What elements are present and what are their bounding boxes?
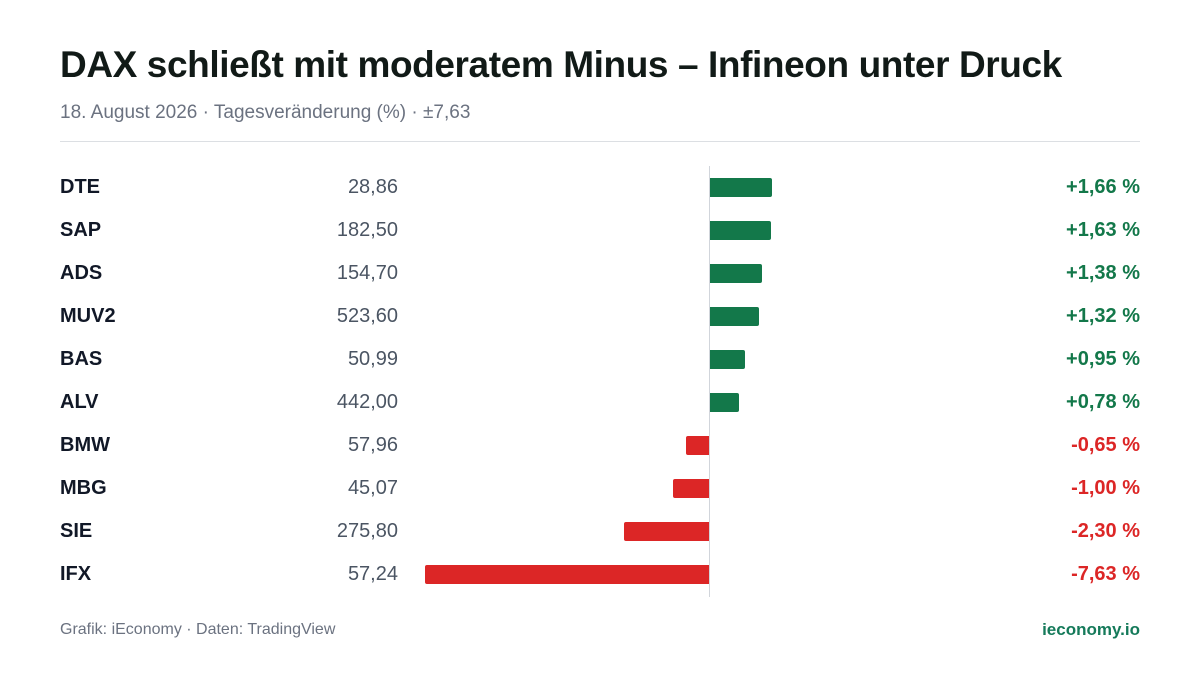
change-bar xyxy=(624,522,710,541)
change-value-label: -7,63 % xyxy=(1071,563,1140,585)
ticker-label: BMW xyxy=(60,434,110,456)
price-label: 154,70 xyxy=(336,262,398,284)
price-label: 57,24 xyxy=(347,563,398,585)
price-label: 442,00 xyxy=(336,391,398,413)
change-value-label: +1,32 % xyxy=(1066,305,1140,327)
change-value-label: +1,63 % xyxy=(1066,219,1140,241)
ticker-label: MUV2 xyxy=(60,305,116,327)
change-value-label: -1,00 % xyxy=(1071,477,1140,499)
price-label: 523,60 xyxy=(336,305,398,327)
change-bar xyxy=(425,565,710,584)
price-label: 28,86 xyxy=(347,176,398,198)
change-value-label: +1,66 % xyxy=(1066,176,1140,198)
change-bar xyxy=(710,393,740,412)
change-bar xyxy=(710,264,762,283)
change-bar xyxy=(672,479,710,498)
change-bar xyxy=(685,436,710,455)
ticker-label: ALV xyxy=(60,391,99,413)
chart-row: MBG 45,07 -1,00 % xyxy=(60,467,1140,510)
price-label: 182,50 xyxy=(336,219,398,241)
change-value-label: +0,95 % xyxy=(1066,348,1140,370)
chart-row: ALV 442,00 +0,78 % xyxy=(60,381,1140,424)
price-label: 50,99 xyxy=(347,348,398,370)
chart-row: DTE 28,86 +1,66 % xyxy=(60,166,1140,209)
source-credit: Grafik: iEconomy · Daten: TradingView xyxy=(60,621,336,638)
ticker-label: IFX xyxy=(60,563,92,585)
ticker-label: SAP xyxy=(60,219,102,241)
chart-row: BMW 57,96 -0,65 % xyxy=(60,424,1140,467)
change-value-label: -0,65 % xyxy=(1071,434,1140,456)
price-label: 45,07 xyxy=(347,477,398,499)
price-label: 57,96 xyxy=(347,434,398,456)
change-bar xyxy=(710,307,760,326)
chart-row: SIE 275,80 -2,30 % xyxy=(60,510,1140,553)
ticker-label: MBG xyxy=(60,477,107,499)
change-value-label: +1,38 % xyxy=(1066,262,1140,284)
ticker-label: BAS xyxy=(60,348,103,370)
chart-row: SAP 182,50 +1,63 % xyxy=(60,209,1140,252)
header-divider xyxy=(60,141,1140,142)
change-value-label: +0,78 % xyxy=(1066,391,1140,413)
change-bar xyxy=(710,221,771,240)
brand-link[interactable]: ieconomy.io xyxy=(1042,620,1140,639)
chart-row: IFX 57,24 -7,63 % xyxy=(60,553,1140,596)
change-bar xyxy=(710,350,746,369)
change-bar xyxy=(710,178,772,197)
change-value-label: -2,30 % xyxy=(1071,520,1140,542)
price-label: 275,80 xyxy=(336,520,398,542)
chart-subtitle: 18. August 2026 · Tagesveränderung (%) ·… xyxy=(60,102,471,123)
chart-row: ADS 154,70 +1,38 % xyxy=(60,252,1140,295)
ticker-label: DTE xyxy=(60,176,100,198)
ticker-label: ADS xyxy=(60,262,103,284)
chart-row: BAS 50,99 +0,95 % xyxy=(60,338,1140,381)
chart-row: MUV2 523,60 +1,32 % xyxy=(60,295,1140,338)
chart-title: DAX schließt mit moderatem Minus – Infin… xyxy=(60,44,1062,85)
ticker-label: SIE xyxy=(60,520,93,542)
zero-axis-line xyxy=(709,166,710,597)
